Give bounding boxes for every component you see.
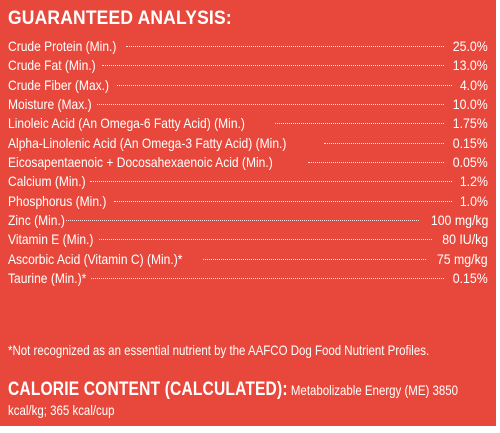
nutrient-name: Calcium (Min.) [8, 173, 86, 190]
nutrient-row: Calcium (Min.) 1.2% [8, 172, 488, 191]
footnote: *Not recognized as an essential nutrient… [8, 342, 430, 358]
dot-leader [97, 104, 445, 106]
nutrient-value: 100 mg/kg [430, 212, 488, 229]
bottom-border [0, 426, 500, 433]
calorie-content: CALORIE CONTENT (CALCULATED): Metaboliza… [8, 380, 467, 420]
nutrient-value: 0.15% [453, 134, 488, 151]
guaranteed-analysis-panel: GUARANTEED ANALYSIS: Crude Protein (Min.… [0, 0, 496, 426]
nutrient-table: Crude Protein (Min.) 25.0% Crude Fat (Mi… [8, 37, 488, 288]
nutrient-row: Phosphorus (Min.) 1.0% [8, 192, 488, 211]
nutrient-name: Crude Protein (Min.) [8, 38, 117, 54]
nutrient-name: Eicosapentaenoic + Docosahexaenoic Acid … [8, 154, 273, 171]
nutrient-value: 25.0% [453, 38, 488, 54]
nutrient-row: Alpha-Linolenic Acid (An Omega-3 Fatty A… [8, 134, 488, 153]
dot-leader [99, 239, 432, 241]
guaranteed-analysis-heading: GUARANTEED ANALYSIS: [8, 8, 232, 29]
dot-leader [90, 181, 453, 183]
nutrient-value: 4.0% [459, 76, 488, 93]
nutrient-row: Linoleic Acid (An Omega-6 Fatty Acid) (M… [8, 114, 488, 133]
dot-leader [114, 200, 453, 202]
nutrient-row: Vitamin E (Min.) 80 IU/kg [8, 230, 488, 249]
nutrient-name: Taurine (Min.)* [8, 270, 87, 287]
nutrient-row: Moisture (Max.) 10.0% [8, 95, 488, 114]
nutrient-name: Moisture (Max.) [8, 96, 92, 113]
dot-leader [202, 258, 427, 260]
nutrient-name: Crude Fat (Min.) [8, 57, 96, 74]
calorie-content-label: CALORIE CONTENT (CALCULATED): [8, 379, 288, 400]
nutrient-name: Alpha-Linolenic Acid (An Omega-3 Fatty A… [8, 134, 287, 151]
nutrient-row: Taurine (Min.)* 0.15% [8, 269, 488, 288]
dot-leader [275, 123, 445, 125]
nutrient-name: Phosphorus (Min.) [8, 192, 107, 209]
nutrient-row: Eicosapentaenoic + Docosahexaenoic Acid … [8, 153, 488, 172]
calorie-content-value: Metabolizable Energy (ME) 3850 kcal/kg; … [8, 382, 459, 418]
dot-leader [126, 46, 445, 47]
nutrient-value: 80 IU/kg [442, 231, 488, 248]
nutrient-row: Crude Fat (Min.) 13.0% [8, 56, 488, 75]
dot-leader [66, 220, 419, 222]
dot-leader [117, 84, 453, 86]
nutrient-value: 13.0% [453, 57, 488, 74]
nutrient-name: Crude Fiber (Max.) [8, 76, 110, 93]
nutrient-value: 0.05% [453, 154, 488, 171]
nutrient-row: Crude Fiber (Max.) 4.0% [8, 76, 488, 95]
dot-leader [91, 278, 445, 280]
nutrient-row: Crude Protein (Min.) 25.0% [8, 37, 488, 56]
dot-leader [323, 142, 445, 144]
nutrient-row: Zinc (Min.) 100 mg/kg [8, 211, 488, 230]
nutrient-value: 1.0% [459, 192, 488, 209]
dot-leader [307, 162, 445, 164]
nutrient-name: Ascorbic Acid (Vitamin C) (Min.)* [8, 250, 183, 267]
nutrient-value: 75 mg/kg [437, 250, 488, 267]
nutrient-name: Vitamin E (Min.) [8, 231, 94, 248]
dot-leader [101, 65, 445, 67]
nutrient-value: 10.0% [453, 96, 488, 113]
nutrient-name: Linoleic Acid (An Omega-6 Fatty Acid) (M… [8, 115, 245, 132]
nutrient-row: Ascorbic Acid (Vitamin C) (Min.)* 75 mg/… [8, 250, 488, 269]
nutrient-value: 1.75% [453, 115, 488, 132]
nutrient-value: 1.2% [459, 173, 488, 190]
nutrient-name: Zinc (Min.) [8, 212, 65, 229]
nutrient-value: 0.15% [453, 270, 488, 287]
